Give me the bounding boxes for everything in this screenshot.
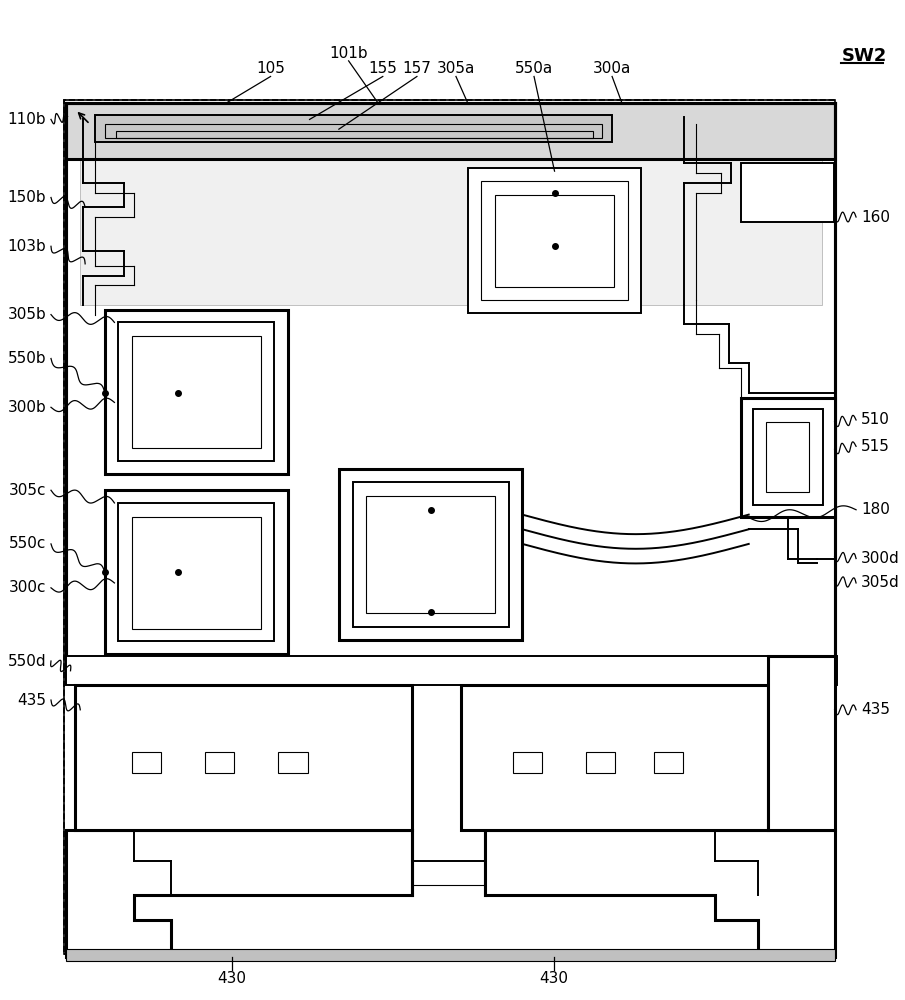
Bar [132, 752, 161, 773]
Text: 105: 105 [256, 61, 285, 76]
Bar [768, 656, 834, 830]
Bar [481, 181, 628, 300]
Bar [81, 110, 822, 305]
Bar [63, 100, 834, 954]
Bar [66, 103, 834, 683]
Text: 305c: 305c [9, 483, 46, 498]
Bar [767, 422, 809, 492]
Bar [353, 482, 509, 627]
Bar [63, 100, 834, 954]
Bar [105, 310, 288, 474]
Bar [119, 503, 274, 641]
Bar [66, 103, 834, 159]
Text: 305a: 305a [437, 61, 475, 76]
Text: 510: 510 [861, 412, 890, 427]
Text: 430: 430 [217, 971, 246, 986]
Text: 305b: 305b [7, 307, 46, 322]
Bar [132, 517, 261, 629]
Bar [81, 690, 407, 788]
Text: 150b: 150b [7, 190, 46, 205]
Bar [75, 685, 412, 830]
Bar [741, 163, 834, 222]
Bar [66, 656, 836, 685]
Text: 550d: 550d [7, 654, 46, 669]
Text: 157: 157 [403, 61, 432, 76]
Text: 550c: 550c [9, 536, 46, 551]
Text: 550b: 550b [7, 351, 46, 366]
Text: 305d: 305d [861, 575, 900, 590]
Text: 103b: 103b [7, 239, 46, 254]
Bar [468, 168, 642, 313]
Text: 300d: 300d [861, 551, 900, 566]
Bar [205, 752, 234, 773]
Bar [367, 496, 495, 613]
Bar [495, 195, 614, 287]
Text: SW2: SW2 [842, 47, 887, 65]
Text: 160: 160 [861, 210, 890, 225]
Bar [105, 490, 288, 654]
Text: 101b: 101b [329, 46, 368, 61]
Polygon shape [66, 830, 412, 957]
Bar [741, 398, 834, 517]
Bar [654, 752, 683, 773]
Bar [586, 752, 615, 773]
Bar [461, 685, 768, 830]
Bar [119, 322, 274, 461]
Text: 155: 155 [368, 61, 397, 76]
Bar [512, 752, 542, 773]
Bar [66, 949, 834, 961]
Text: 300a: 300a [593, 61, 632, 76]
Bar [466, 690, 763, 788]
Bar [117, 131, 593, 138]
Text: 180: 180 [861, 502, 890, 517]
Text: 435: 435 [861, 702, 890, 717]
Text: 515: 515 [861, 439, 890, 454]
Text: 110b: 110b [7, 112, 46, 127]
Text: 300c: 300c [9, 580, 46, 595]
Bar [105, 124, 603, 138]
Text: 550a: 550a [515, 61, 553, 76]
Polygon shape [485, 830, 834, 957]
Bar [132, 336, 261, 448]
Bar [338, 469, 522, 640]
Bar [279, 752, 308, 773]
Text: 300b: 300b [7, 400, 46, 415]
Bar [753, 409, 823, 505]
Text: 430: 430 [539, 971, 568, 986]
Bar [95, 115, 612, 142]
Text: 435: 435 [17, 693, 46, 708]
